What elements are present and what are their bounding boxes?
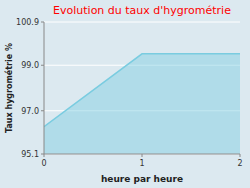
- y-axis-label: Taux hygrométrie %: [4, 43, 14, 133]
- chart-svg: 95.1 97.0 99.0 100.9 0 1 2 Evolution du taux d'…: [0, 0, 250, 188]
- y-tick-label: 99.0: [21, 61, 39, 70]
- y-tick-label: 97.0: [21, 107, 39, 116]
- plot-area: [44, 54, 240, 154]
- x-axis-label: heure par heure: [101, 174, 183, 184]
- x-axis: 0 1 2: [41, 154, 242, 168]
- x-tick-label: 0: [41, 159, 46, 168]
- line: [44, 54, 240, 127]
- title: Evolution du taux d'hygrométrie: [53, 4, 231, 17]
- x-tick-label: 1: [139, 159, 144, 168]
- y-tick-label: 95.1: [21, 150, 39, 159]
- y-tick-label: 100.9: [16, 18, 39, 27]
- y-axis: 95.1 97.0 99.0 100.9: [16, 18, 240, 159]
- area: [44, 54, 240, 154]
- x-tick-label: 2: [237, 159, 242, 168]
- grid-line: [44, 154, 240, 155]
- chart-container: 95.1 97.0 99.0 100.9 0 1 2 Evolution du taux d'…: [0, 0, 250, 188]
- grid-line: [44, 22, 240, 23]
- x-axis-line: [44, 154, 240, 155]
- y-axis-line: [44, 22, 45, 154]
